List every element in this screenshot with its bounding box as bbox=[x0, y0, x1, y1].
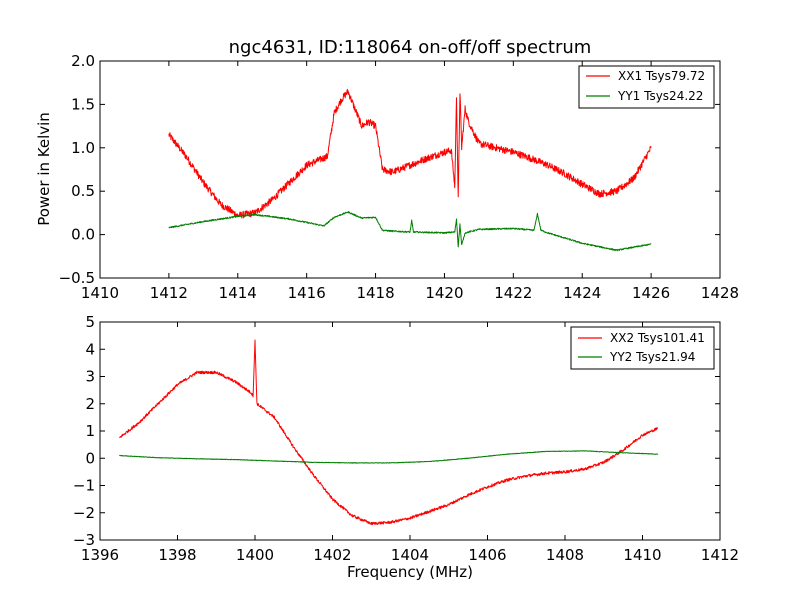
top-xtick-label: 1420 bbox=[425, 284, 463, 302]
bottom-xlabel: Frequency (MHz) bbox=[347, 563, 473, 581]
top-xtick-label: 1426 bbox=[632, 284, 670, 302]
bot-ytick-label: −2 bbox=[73, 504, 95, 522]
top-xtick-label: 1418 bbox=[356, 284, 394, 302]
bot-ytick-label: 4 bbox=[85, 340, 95, 358]
top-panel: 1410 1412 1414 1416 1418 1420 1422 1424 1426 1428… bbox=[35, 52, 739, 302]
top-ytick-label: −0.5 bbox=[59, 269, 95, 287]
top-legend-label-xx1: XX1 Tsys79.72 bbox=[618, 69, 705, 83]
top-ylabel: Power in Kelvin bbox=[35, 112, 53, 226]
bot-ytick-label: 2 bbox=[85, 395, 95, 413]
bot-xtick-label: 1404 bbox=[391, 546, 429, 564]
bot-ytick-label: −1 bbox=[73, 477, 95, 495]
top-ytick-label: 0.0 bbox=[71, 226, 95, 244]
top-ytick-label: 1.5 bbox=[71, 95, 95, 113]
top-ytick-label: 0.5 bbox=[71, 182, 95, 200]
chart-title: ngc4631, ID:118064 on-off/off spectrum bbox=[229, 37, 592, 58]
bot-ytick-label: 3 bbox=[85, 368, 95, 386]
bot-series-line-1 bbox=[119, 450, 659, 464]
top-xtick-label: 1410 bbox=[81, 284, 119, 302]
top-xtick-label: 1416 bbox=[288, 284, 326, 302]
top-legend: XX1 Tsys79.72 YY1 Tsys24.22 bbox=[578, 65, 715, 109]
bottom-legend: XX2 Tsys101.41 YY2 Tsys21.94 bbox=[570, 326, 715, 370]
bot-xtick-label: 1410 bbox=[623, 546, 661, 564]
bottom-legend-label-yy2: YY2 Tsys21.94 bbox=[609, 350, 695, 364]
bot-xtick-label: 1408 bbox=[546, 546, 584, 564]
top-ytick-label: 2.0 bbox=[71, 52, 95, 70]
top-xtick-label: 1414 bbox=[219, 284, 257, 302]
bot-xtick-label: 1406 bbox=[468, 546, 506, 564]
bot-xtick-label: 1396 bbox=[81, 546, 119, 564]
bot-xtick-label: 1398 bbox=[158, 546, 196, 564]
bot-xtick-label: 1400 bbox=[236, 546, 274, 564]
top-ytick-label: 1.0 bbox=[71, 139, 95, 157]
bot-ytick-label: −3 bbox=[73, 531, 95, 549]
top-series-line-1 bbox=[168, 211, 652, 252]
top-legend-label-yy1: YY1 Tsys24.22 bbox=[617, 89, 703, 103]
top-xtick-label: 1428 bbox=[701, 284, 739, 302]
bot-series-line-0 bbox=[119, 339, 659, 526]
bot-xtick-label: 1402 bbox=[313, 546, 351, 564]
bottom-panel: 1396 1398 1400 1402 1404 1406 1408 1410 1412 −3−… bbox=[73, 313, 739, 581]
top-xtick-label: 1424 bbox=[563, 284, 601, 302]
bot-ytick-label: 5 bbox=[85, 313, 95, 331]
bot-ytick-label: 1 bbox=[85, 422, 95, 440]
top-xtick-label: 1422 bbox=[494, 284, 532, 302]
bot-ytick-label: 0 bbox=[85, 449, 95, 467]
top-xtick-label: 1412 bbox=[150, 284, 188, 302]
top-series-line-0 bbox=[168, 88, 652, 219]
bottom-legend-label-xx2: XX2 Tsys101.41 bbox=[610, 331, 705, 345]
bot-xtick-label: 1412 bbox=[701, 546, 739, 564]
